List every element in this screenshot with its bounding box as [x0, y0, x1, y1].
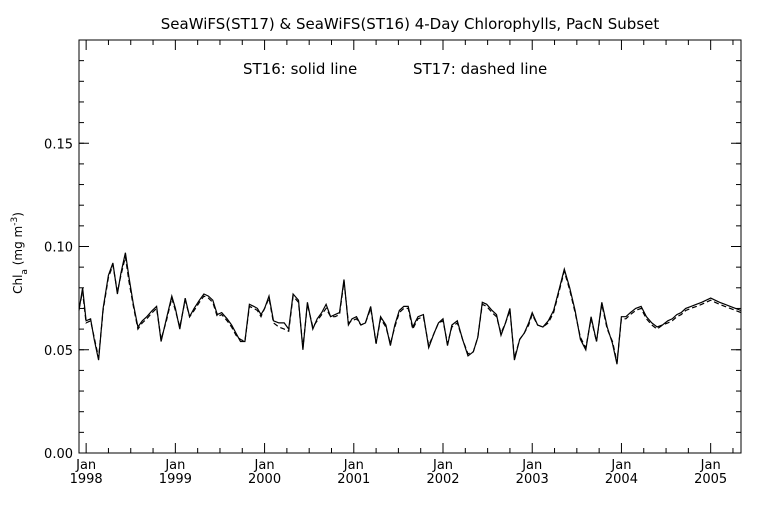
y-axis-label-mid: (mg m — [11, 226, 25, 269]
x-tick-year: 2003 — [516, 472, 549, 487]
x-tick-year: 2005 — [694, 472, 727, 487]
x-tick-month: Jan — [75, 458, 96, 473]
y-tick-label: 0.10 — [44, 241, 73, 256]
series-line-st17 — [78, 256, 742, 363]
legend-note-dashed: ST17: dashed line — [413, 60, 547, 78]
x-tick-month: Jan — [610, 458, 631, 473]
x-tick-year: 2000 — [248, 472, 281, 487]
y-axis: 0.00 0.05 0.10 0.15 — [44, 39, 741, 462]
x-tick-year: 2004 — [605, 472, 638, 487]
x-tick-year: 2002 — [426, 472, 459, 487]
legend-note-solid: ST16: solid line — [243, 60, 357, 78]
y-tick-label: 0.15 — [44, 137, 73, 152]
y-tick-label: 0.05 — [44, 344, 73, 359]
y-axis-label-sub: a — [20, 269, 30, 275]
x-tick-month: Jan — [164, 458, 185, 473]
y-axis-label-sup: -3 — [10, 217, 20, 226]
y-axis-label-base: Chl — [11, 275, 25, 294]
y-axis-label-end: ) — [11, 212, 25, 217]
y-axis-label: Chla (mg m-3) — [10, 212, 30, 294]
x-axis: Jan1998Jan1999Jan2000Jan2001Jan2002Jan20… — [70, 40, 734, 487]
series-layer — [78, 252, 742, 365]
y-tick-label: 0.00 — [44, 447, 73, 462]
x-tick-month: Jan — [432, 458, 453, 473]
x-tick-month: Jan — [700, 458, 721, 473]
x-tick-month: Jan — [521, 458, 542, 473]
x-tick-year: 2001 — [337, 472, 370, 487]
legend-note: ST16: solid line ST17: dashed line — [243, 60, 547, 78]
x-tick-month: Jan — [254, 458, 275, 473]
x-tick-year: 1999 — [159, 472, 192, 487]
chart-title: SeaWiFS(ST17) & SeaWiFS(ST16) 4-Day Chlo… — [161, 15, 660, 33]
x-tick-month: Jan — [343, 458, 364, 473]
plot-frame — [78, 39, 742, 454]
x-tick-year: 1998 — [70, 472, 103, 487]
